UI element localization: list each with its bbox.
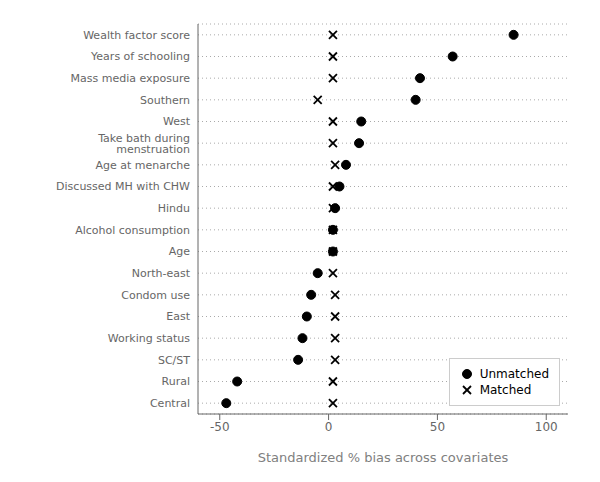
svg-text:Alcohol consumption: Alcohol consumption <box>75 224 190 237</box>
svg-text:North-east: North-east <box>132 267 191 280</box>
svg-text:Southern: Southern <box>140 94 190 107</box>
svg-text:Discussed MH with CHW: Discussed MH with CHW <box>56 180 190 193</box>
svg-text:-50: -50 <box>210 420 230 434</box>
svg-text:Hindu: Hindu <box>158 202 190 215</box>
html-text:Matched: Matched <box>479 383 532 397</box>
html-text:Unmatched: Unmatched <box>479 367 549 381</box>
svg-text:0: 0 <box>325 420 333 434</box>
svg-text:50: 50 <box>430 420 445 434</box>
svg-text:Mass media exposure: Mass media exposure <box>71 72 191 85</box>
svg-text:Age at menarche: Age at menarche <box>95 159 190 172</box>
svg-text:Central: Central <box>150 397 190 410</box>
svg-text:East: East <box>166 310 190 323</box>
svg-text:Working status: Working status <box>108 332 190 345</box>
svg-text:Age: Age <box>169 245 191 258</box>
svg-text:Years of schooling: Years of schooling <box>90 50 190 63</box>
svg-text:SC/ST: SC/ST <box>158 354 190 367</box>
svg-text:Rural: Rural <box>162 375 190 388</box>
svg-text:100: 100 <box>535 420 558 434</box>
svg-text:Condom use: Condom use <box>121 289 190 302</box>
svg-text:Wealth factor score: Wealth factor score <box>83 29 190 42</box>
svg-text:Standardized % bias across cov: Standardized % bias across covariates <box>258 450 509 465</box>
svg-text:Take bath duringmenstruation: Take bath duringmenstruation <box>97 132 190 156</box>
svg-text:West: West <box>163 115 191 128</box>
